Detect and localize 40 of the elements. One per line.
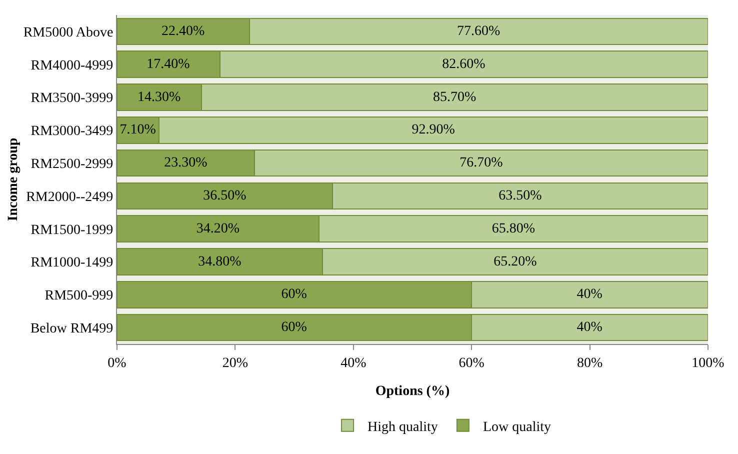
data-label: 40% — [576, 287, 603, 302]
data-label: 34.20% — [196, 221, 240, 236]
data-label: 85.70% — [433, 90, 477, 105]
x-axis-title: Options (%) — [375, 384, 450, 400]
y-tick-label: RM2500-2999 — [30, 156, 114, 172]
data-label: 92.90% — [412, 122, 456, 138]
y-tick-label: RM1000-1499 — [30, 256, 114, 271]
legend-label: High quality — [368, 420, 438, 435]
data-label: 82.60% — [442, 56, 486, 72]
data-label: 40% — [576, 320, 603, 336]
data-label: 76.70% — [460, 156, 504, 171]
x-tick-label: 40% — [340, 356, 367, 371]
y-tick-label: RM2000--2499 — [26, 190, 114, 205]
legend-label: Low quality — [482, 420, 551, 435]
data-label: 23.30% — [164, 156, 208, 171]
x-tick-label: 80% — [576, 356, 603, 371]
data-label: 7.10% — [120, 122, 156, 138]
y-tick-label: RM4000-4999 — [30, 58, 114, 74]
y-tick-label: Below RM499 — [30, 321, 114, 336]
data-label: 65.20% — [494, 254, 538, 270]
y-axis-title: Income group — [6, 138, 21, 222]
data-label: 63.50% — [498, 188, 542, 204]
y-tick-label: RM3000-3499 — [30, 124, 114, 140]
x-tick-label: 100% — [692, 356, 725, 371]
data-label: 22.40% — [161, 24, 205, 39]
data-label: 60% — [281, 320, 308, 336]
data-label: 17.40% — [146, 56, 190, 72]
data-label: 60% — [281, 287, 308, 302]
y-tick-label: RM5000 Above — [23, 25, 114, 40]
y-tick-label: RM3500-3999 — [30, 91, 114, 106]
x-tick-label: 60% — [458, 356, 485, 371]
x-tick-label: 20% — [222, 356, 248, 371]
data-label: 77.60% — [456, 24, 500, 39]
y-tick-label: RM500-999 — [44, 288, 114, 304]
data-label: 65.80% — [492, 221, 536, 236]
y-tick-label: RM1500-1999 — [30, 222, 114, 238]
data-label: 34.80% — [198, 254, 242, 270]
data-label: 14.30% — [138, 90, 182, 105]
x-tick-label: 0% — [108, 356, 127, 371]
data-label: 36.50% — [203, 188, 247, 204]
